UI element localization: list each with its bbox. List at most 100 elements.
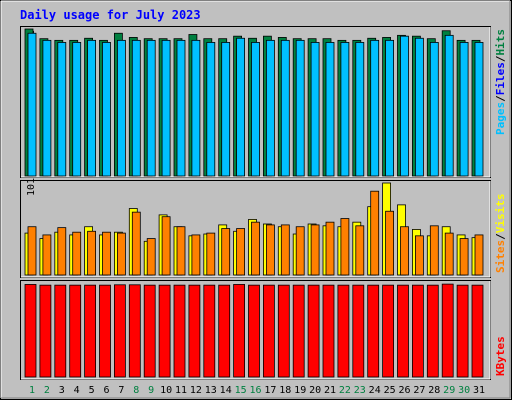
bar-sites-1 bbox=[27, 226, 37, 276]
bar-files-17 bbox=[265, 39, 275, 177]
day-label-11: 11 bbox=[175, 385, 187, 396]
bar-kbytes-28 bbox=[426, 284, 439, 378]
bar-files-13 bbox=[206, 42, 216, 177]
bar-kbytes-22 bbox=[337, 284, 350, 378]
bar-sites-9 bbox=[146, 238, 156, 276]
legend-sep-2: / bbox=[494, 55, 507, 62]
legend-hits-files-pages: Pages/Files/Hits bbox=[494, 29, 507, 135]
bar-sites-25 bbox=[385, 210, 395, 276]
day-label-9: 9 bbox=[148, 385, 154, 396]
day-label-31: 31 bbox=[473, 385, 485, 396]
bar-files-20 bbox=[310, 42, 320, 177]
bar-kbytes-2 bbox=[39, 284, 52, 378]
bar-kbytes-9 bbox=[143, 284, 156, 378]
bar-sites-30 bbox=[459, 238, 469, 276]
y-max-label-visits: 101 bbox=[26, 178, 37, 196]
bar-kbytes-31 bbox=[471, 284, 484, 378]
day-label-22: 22 bbox=[339, 385, 351, 396]
bars-hits-files bbox=[24, 28, 484, 177]
day-label-17: 17 bbox=[264, 385, 276, 396]
bar-files-31 bbox=[474, 42, 484, 177]
bar-kbytes-8 bbox=[128, 284, 141, 378]
day-label-27: 27 bbox=[413, 385, 425, 396]
bar-files-8 bbox=[131, 39, 141, 177]
bar-sites-20 bbox=[310, 224, 320, 276]
bar-files-15 bbox=[236, 37, 246, 177]
bar-sites-5 bbox=[87, 230, 96, 276]
legend-visits-sites: Sites/Visits bbox=[494, 194, 507, 274]
legend-sep-3: / bbox=[494, 233, 507, 240]
bar-files-12 bbox=[191, 39, 201, 177]
bar-sites-13 bbox=[206, 232, 216, 276]
bar-kbytes-10 bbox=[158, 284, 171, 378]
bar-kbytes-6 bbox=[99, 284, 111, 378]
day-label-30: 30 bbox=[458, 385, 470, 396]
bar-sites-8 bbox=[131, 211, 141, 276]
bar-files-26 bbox=[400, 35, 409, 177]
day-label-29: 29 bbox=[443, 385, 455, 396]
bar-files-2 bbox=[42, 39, 52, 177]
bar-sites-27 bbox=[414, 235, 424, 276]
bar-kbytes-29 bbox=[441, 283, 454, 378]
day-label-18: 18 bbox=[279, 385, 291, 396]
bar-sites-24 bbox=[370, 190, 380, 276]
day-label-7: 7 bbox=[118, 385, 124, 396]
bar-sites-22 bbox=[340, 218, 350, 276]
bar-sites-2 bbox=[42, 234, 52, 276]
legend-sites: Sites bbox=[494, 240, 507, 273]
bar-files-6 bbox=[102, 42, 111, 177]
bar-files-16 bbox=[251, 42, 260, 177]
bar-files-25 bbox=[385, 39, 395, 177]
day-label-19: 19 bbox=[294, 385, 306, 396]
bar-files-10 bbox=[161, 39, 171, 177]
bar-sites-15 bbox=[236, 228, 246, 276]
bar-files-27 bbox=[414, 37, 424, 177]
legend-files: Files bbox=[494, 62, 507, 95]
bar-sites-14 bbox=[221, 228, 231, 276]
bar-kbytes-24 bbox=[367, 284, 380, 378]
day-label-4: 4 bbox=[74, 385, 80, 396]
day-label-2: 2 bbox=[44, 385, 50, 396]
bar-sites-18 bbox=[280, 224, 290, 276]
bar-kbytes-12 bbox=[188, 284, 201, 378]
chart-title: Daily usage for July 2023 bbox=[20, 8, 201, 22]
bar-files-1 bbox=[27, 32, 37, 177]
day-label-26: 26 bbox=[398, 385, 410, 396]
bar-files-4 bbox=[72, 42, 82, 177]
bar-sites-28 bbox=[429, 225, 439, 276]
bar-sites-16 bbox=[251, 221, 260, 276]
day-label-3: 3 bbox=[59, 385, 65, 396]
bars-visits-sites bbox=[24, 182, 484, 276]
bar-kbytes-18 bbox=[277, 284, 290, 378]
bar-sites-10 bbox=[161, 216, 171, 276]
bar-kbytes-15 bbox=[233, 284, 246, 378]
bar-kbytes-14 bbox=[218, 284, 231, 378]
day-label-24: 24 bbox=[369, 385, 381, 396]
day-label-15: 15 bbox=[235, 385, 247, 396]
bar-files-22 bbox=[340, 42, 350, 177]
legend-visits: Visits bbox=[494, 194, 507, 234]
bar-sites-6 bbox=[102, 231, 111, 276]
day-label-6: 6 bbox=[103, 385, 109, 396]
bar-sites-31 bbox=[474, 234, 484, 276]
bar-files-3 bbox=[57, 42, 67, 177]
bar-sites-19 bbox=[295, 226, 305, 276]
bar-kbytes-5 bbox=[84, 284, 96, 378]
bar-kbytes-3 bbox=[54, 284, 67, 378]
bar-kbytes-19 bbox=[292, 284, 305, 378]
bar-kbytes-25 bbox=[382, 284, 395, 378]
bar-kbytes-4 bbox=[69, 284, 82, 378]
day-label-8: 8 bbox=[133, 385, 139, 396]
legend-pages: Pages bbox=[494, 102, 507, 135]
bar-files-30 bbox=[459, 42, 469, 177]
bar-sites-12 bbox=[191, 234, 201, 276]
bar-files-29 bbox=[444, 34, 454, 177]
bar-files-11 bbox=[176, 39, 186, 177]
bar-files-5 bbox=[87, 39, 96, 177]
bar-sites-4 bbox=[72, 231, 82, 276]
bar-files-18 bbox=[280, 39, 290, 177]
legend-hits: Hits bbox=[494, 29, 507, 56]
bar-kbytes-11 bbox=[173, 284, 186, 378]
bar-sites-26 bbox=[400, 226, 409, 276]
